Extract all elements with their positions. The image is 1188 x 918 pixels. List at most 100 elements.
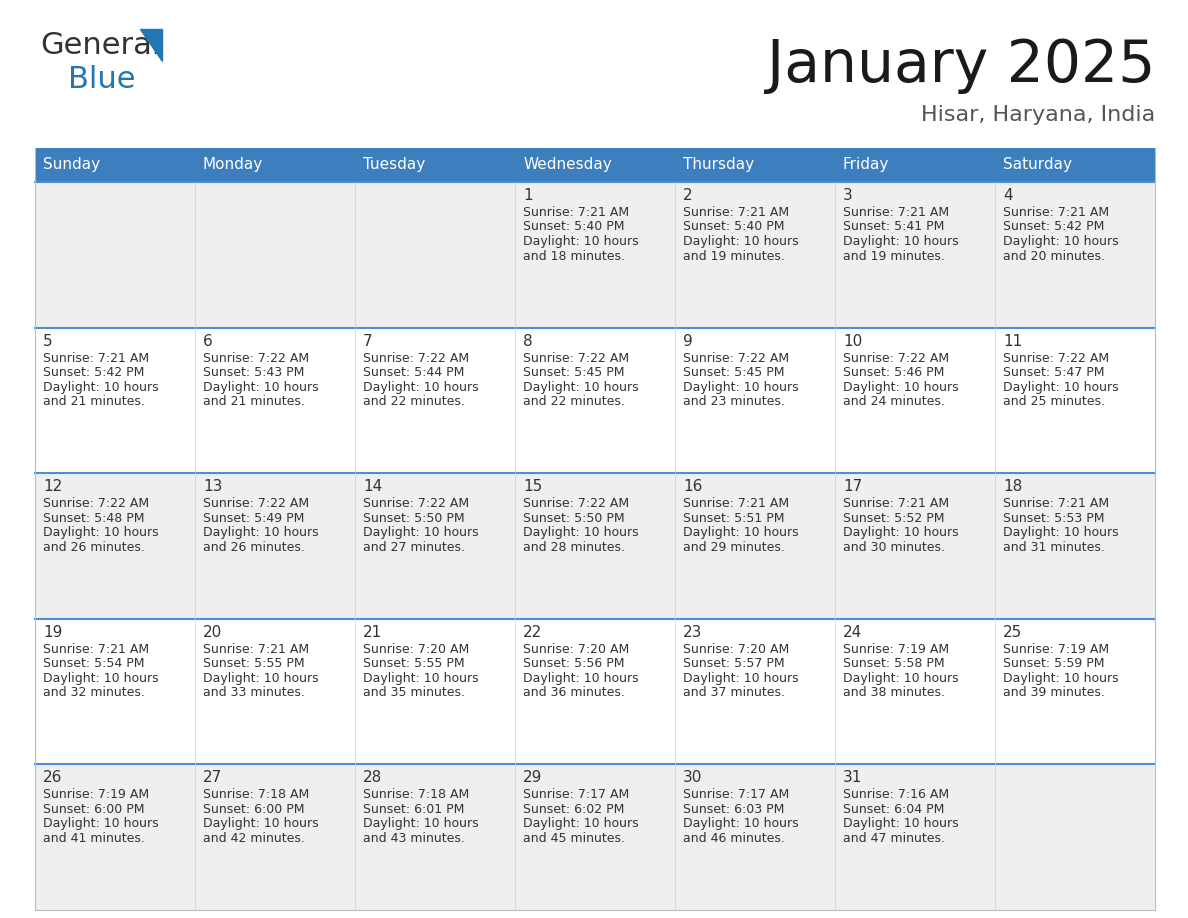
- Text: Sunset: 5:57 PM: Sunset: 5:57 PM: [683, 657, 784, 670]
- Text: Sunrise: 7:21 AM: Sunrise: 7:21 AM: [43, 352, 150, 364]
- Text: Sunset: 5:44 PM: Sunset: 5:44 PM: [364, 366, 465, 379]
- Text: Sunrise: 7:18 AM: Sunrise: 7:18 AM: [203, 789, 309, 801]
- Bar: [835, 148, 996, 182]
- Text: 26: 26: [43, 770, 63, 786]
- Text: Daylight: 10 hours: Daylight: 10 hours: [843, 381, 959, 394]
- Text: and 19 minutes.: and 19 minutes.: [843, 250, 944, 263]
- Text: 18: 18: [1003, 479, 1022, 494]
- Text: 23: 23: [683, 625, 702, 640]
- Bar: [516, 148, 675, 182]
- Text: Sunset: 5:45 PM: Sunset: 5:45 PM: [523, 366, 625, 379]
- Text: Sunday: Sunday: [43, 158, 100, 173]
- Text: General: General: [40, 30, 160, 60]
- Text: Daylight: 10 hours: Daylight: 10 hours: [523, 235, 639, 248]
- Text: Sunset: 5:54 PM: Sunset: 5:54 PM: [43, 657, 145, 670]
- Text: Daylight: 10 hours: Daylight: 10 hours: [1003, 381, 1119, 394]
- Text: and 32 minutes.: and 32 minutes.: [43, 687, 145, 700]
- Text: 21: 21: [364, 625, 383, 640]
- Text: Daylight: 10 hours: Daylight: 10 hours: [1003, 526, 1119, 539]
- Text: Sunrise: 7:22 AM: Sunrise: 7:22 AM: [843, 352, 949, 364]
- Text: and 33 minutes.: and 33 minutes.: [203, 687, 305, 700]
- Text: 20: 20: [203, 625, 222, 640]
- Text: 12: 12: [43, 479, 62, 494]
- Text: Sunset: 6:02 PM: Sunset: 6:02 PM: [523, 803, 625, 816]
- Text: Sunrise: 7:21 AM: Sunrise: 7:21 AM: [1003, 206, 1110, 219]
- Text: 6: 6: [203, 333, 213, 349]
- Text: and 43 minutes.: and 43 minutes.: [364, 832, 465, 845]
- Text: Sunrise: 7:21 AM: Sunrise: 7:21 AM: [843, 206, 949, 219]
- Text: Sunset: 5:46 PM: Sunset: 5:46 PM: [843, 366, 944, 379]
- Bar: [34, 619, 1155, 765]
- Text: Sunset: 5:52 PM: Sunset: 5:52 PM: [843, 511, 944, 525]
- Text: 30: 30: [683, 770, 702, 786]
- Text: Sunrise: 7:20 AM: Sunrise: 7:20 AM: [683, 643, 789, 655]
- Text: 31: 31: [843, 770, 862, 786]
- Text: Sunrise: 7:21 AM: Sunrise: 7:21 AM: [523, 206, 630, 219]
- Text: 14: 14: [364, 479, 383, 494]
- Text: Daylight: 10 hours: Daylight: 10 hours: [683, 381, 798, 394]
- Text: and 42 minutes.: and 42 minutes.: [203, 832, 305, 845]
- Bar: [675, 148, 835, 182]
- Text: and 20 minutes.: and 20 minutes.: [1003, 250, 1105, 263]
- Text: and 47 minutes.: and 47 minutes.: [843, 832, 944, 845]
- Bar: [34, 182, 1155, 328]
- Text: Thursday: Thursday: [683, 158, 754, 173]
- Text: 11: 11: [1003, 333, 1022, 349]
- Text: and 23 minutes.: and 23 minutes.: [683, 395, 785, 409]
- Text: 28: 28: [364, 770, 383, 786]
- Text: Daylight: 10 hours: Daylight: 10 hours: [523, 526, 639, 539]
- Text: Sunrise: 7:22 AM: Sunrise: 7:22 AM: [43, 498, 150, 510]
- Bar: [195, 148, 355, 182]
- Text: Sunset: 6:03 PM: Sunset: 6:03 PM: [683, 803, 784, 816]
- Text: Sunset: 5:53 PM: Sunset: 5:53 PM: [1003, 511, 1105, 525]
- Text: 10: 10: [843, 333, 862, 349]
- Text: and 21 minutes.: and 21 minutes.: [203, 395, 305, 409]
- Text: Daylight: 10 hours: Daylight: 10 hours: [683, 817, 798, 831]
- Text: and 21 minutes.: and 21 minutes.: [43, 395, 145, 409]
- Text: Daylight: 10 hours: Daylight: 10 hours: [523, 672, 639, 685]
- Bar: [34, 765, 1155, 910]
- Text: and 22 minutes.: and 22 minutes.: [364, 395, 465, 409]
- Text: Daylight: 10 hours: Daylight: 10 hours: [523, 817, 639, 831]
- Text: 5: 5: [43, 333, 52, 349]
- Text: 2: 2: [683, 188, 693, 203]
- Text: and 31 minutes.: and 31 minutes.: [1003, 541, 1105, 554]
- Text: 15: 15: [523, 479, 542, 494]
- Text: 4: 4: [1003, 188, 1012, 203]
- Text: 9: 9: [683, 333, 693, 349]
- Text: 29: 29: [523, 770, 543, 786]
- Text: Sunrise: 7:20 AM: Sunrise: 7:20 AM: [523, 643, 630, 655]
- Text: Sunset: 5:58 PM: Sunset: 5:58 PM: [843, 657, 944, 670]
- Text: Monday: Monday: [203, 158, 264, 173]
- Text: Daylight: 10 hours: Daylight: 10 hours: [1003, 235, 1119, 248]
- Text: Sunset: 5:41 PM: Sunset: 5:41 PM: [843, 220, 944, 233]
- Bar: [996, 148, 1155, 182]
- Text: and 46 minutes.: and 46 minutes.: [683, 832, 785, 845]
- Text: Daylight: 10 hours: Daylight: 10 hours: [843, 817, 959, 831]
- Text: Sunrise: 7:22 AM: Sunrise: 7:22 AM: [364, 498, 469, 510]
- Text: Sunset: 5:43 PM: Sunset: 5:43 PM: [203, 366, 304, 379]
- Text: Sunrise: 7:22 AM: Sunrise: 7:22 AM: [683, 352, 789, 364]
- Text: 3: 3: [843, 188, 853, 203]
- Text: Hisar, Haryana, India: Hisar, Haryana, India: [921, 105, 1155, 125]
- Text: 27: 27: [203, 770, 222, 786]
- Bar: [34, 473, 1155, 619]
- Text: Daylight: 10 hours: Daylight: 10 hours: [364, 526, 479, 539]
- Text: Daylight: 10 hours: Daylight: 10 hours: [1003, 672, 1119, 685]
- Text: Sunrise: 7:17 AM: Sunrise: 7:17 AM: [523, 789, 630, 801]
- Text: Sunset: 5:50 PM: Sunset: 5:50 PM: [364, 511, 465, 525]
- Text: Daylight: 10 hours: Daylight: 10 hours: [364, 672, 479, 685]
- Text: 25: 25: [1003, 625, 1022, 640]
- Text: Daylight: 10 hours: Daylight: 10 hours: [43, 672, 159, 685]
- Bar: [34, 148, 195, 182]
- Text: Sunrise: 7:21 AM: Sunrise: 7:21 AM: [683, 206, 789, 219]
- Text: and 29 minutes.: and 29 minutes.: [683, 541, 785, 554]
- Text: Sunrise: 7:22 AM: Sunrise: 7:22 AM: [203, 352, 309, 364]
- Text: Sunrise: 7:19 AM: Sunrise: 7:19 AM: [43, 789, 150, 801]
- Text: Daylight: 10 hours: Daylight: 10 hours: [364, 817, 479, 831]
- Bar: [34, 328, 1155, 473]
- Text: and 19 minutes.: and 19 minutes.: [683, 250, 785, 263]
- Text: Sunrise: 7:21 AM: Sunrise: 7:21 AM: [843, 498, 949, 510]
- Text: Tuesday: Tuesday: [364, 158, 425, 173]
- Text: and 35 minutes.: and 35 minutes.: [364, 687, 465, 700]
